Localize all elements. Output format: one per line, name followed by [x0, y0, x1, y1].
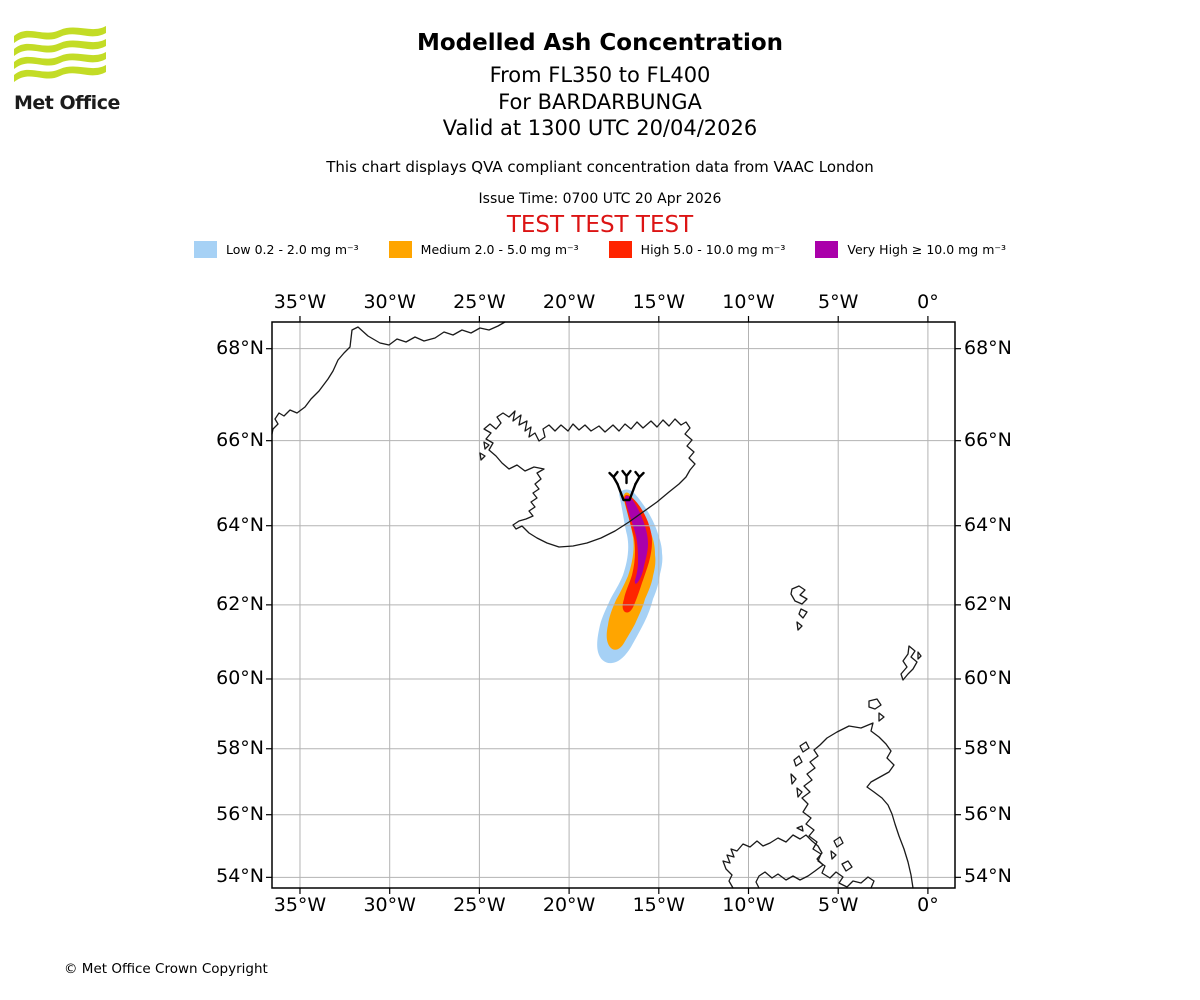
lon-tick-label-top: 10°W — [722, 291, 775, 313]
page-title: Modelled Ash Concentration — [416, 30, 784, 56]
lon-tick-label-top: 35°W — [273, 291, 327, 313]
legend-item: Very High ≥ 10.0 mg m⁻³ — [815, 241, 1006, 258]
lat-tick-label-left: 58°N — [216, 736, 264, 759]
faroe-islands — [790, 585, 808, 631]
lat-tick-label-left: 68°N — [216, 336, 264, 359]
lon-tick-label-top: 30°W — [363, 291, 416, 313]
met-office-logo-text: Met Office — [14, 92, 120, 114]
met-office-logo-waves — [14, 26, 106, 82]
lat-tick-label-right: 58°N — [964, 736, 1012, 759]
lon-tick-label-bottom: 10°W — [722, 894, 775, 916]
lon-tick-label-bottom: 20°W — [542, 894, 596, 916]
coastlines — [271, 321, 922, 889]
lat-tick-label-right: 62°N — [964, 592, 1012, 615]
test-banner: TEST TEST TEST — [506, 212, 694, 238]
met-office-logo: Met Office — [14, 20, 124, 114]
qva-note: This chart displays QVA compliant concen… — [326, 158, 874, 176]
lat-tick-label-left: 60°N — [216, 666, 264, 689]
ireland-coastline — [722, 825, 824, 889]
volcano-icon — [608, 469, 645, 502]
map-svg — [266, 316, 961, 894]
legend: Low 0.2 - 2.0 mg m⁻³ Medium 2.0 - 5.0 mg … — [0, 241, 1200, 258]
legend-swatch — [388, 241, 412, 258]
lat-tick-label-right: 66°N — [964, 428, 1012, 451]
legend-swatch — [815, 241, 839, 258]
great-britain-coastline — [801, 722, 914, 889]
lat-tick-label-right: 64°N — [964, 513, 1012, 536]
legend-swatch — [608, 241, 632, 258]
map-area — [266, 316, 961, 894]
isle-of-man — [841, 860, 853, 872]
map-frame — [271, 321, 956, 889]
iceland-coastline — [479, 410, 696, 548]
copyright: © Met Office Crown Copyright — [64, 961, 268, 977]
lon-tick-label-top: 25°W — [453, 291, 506, 313]
issue-time: Issue Time: 0700 UTC 20 Apr 2026 — [478, 191, 722, 207]
lat-tick-label-left: 54°N — [216, 865, 264, 888]
lon-tick-label-bottom: 15°W — [632, 894, 686, 916]
subtitle-volcano: For BARDARBUNGA — [498, 90, 702, 114]
legend-label: High 5.0 - 10.0 mg m⁻³ — [640, 242, 786, 257]
ash-plume-very-high — [625, 495, 648, 584]
ash-plume — [597, 489, 663, 664]
legend-item: Medium 2.0 - 5.0 mg m⁻³ — [388, 241, 579, 258]
legend-item: High 5.0 - 10.0 mg m⁻³ — [608, 241, 786, 258]
lat-tick-label-left: 56°N — [216, 802, 264, 825]
shetland-islands — [900, 645, 922, 681]
legend-label: Very High ≥ 10.0 mg m⁻³ — [847, 242, 1006, 257]
lon-tick-label-top: 5°W — [818, 291, 859, 313]
lat-tick-label-left: 66°N — [216, 428, 264, 451]
legend-label: Low 0.2 - 2.0 mg m⁻³ — [226, 242, 359, 257]
lon-tick-label-bottom: 35°W — [273, 894, 327, 916]
lon-tick-label-bottom: 30°W — [363, 894, 416, 916]
legend-label: Medium 2.0 - 5.0 mg m⁻³ — [420, 242, 579, 257]
lat-tick-label-left: 64°N — [216, 513, 264, 536]
lon-tick-label-top: 20°W — [542, 291, 596, 313]
islay-jura-islands — [830, 836, 844, 860]
subtitle-flight-levels: From FL350 to FL400 — [489, 63, 711, 87]
lat-tick-label-left: 62°N — [216, 592, 264, 615]
lon-tick-label-top: 0° — [917, 291, 939, 313]
lat-tick-label-right: 56°N — [964, 802, 1012, 825]
lat-tick-label-right: 54°N — [964, 865, 1012, 888]
legend-item: Low 0.2 - 2.0 mg m⁻³ — [194, 241, 359, 258]
ash-plume-high — [622, 494, 652, 613]
lon-tick-label-bottom: 5°W — [818, 894, 859, 916]
legend-swatch — [194, 241, 217, 258]
gridlines — [266, 316, 961, 894]
lat-tick-label-right: 68°N — [964, 336, 1012, 359]
hebrides-islands — [790, 741, 810, 798]
subtitle-valid-time: Valid at 1300 UTC 20/04/2026 — [442, 116, 758, 140]
lon-tick-label-bottom: 25°W — [453, 894, 506, 916]
greenland-coastline — [271, 321, 506, 435]
orkney-islands — [868, 698, 885, 722]
lat-tick-label-right: 60°N — [964, 666, 1012, 689]
lon-tick-label-top: 15°W — [632, 291, 686, 313]
lon-tick-label-bottom: 0° — [917, 894, 939, 916]
